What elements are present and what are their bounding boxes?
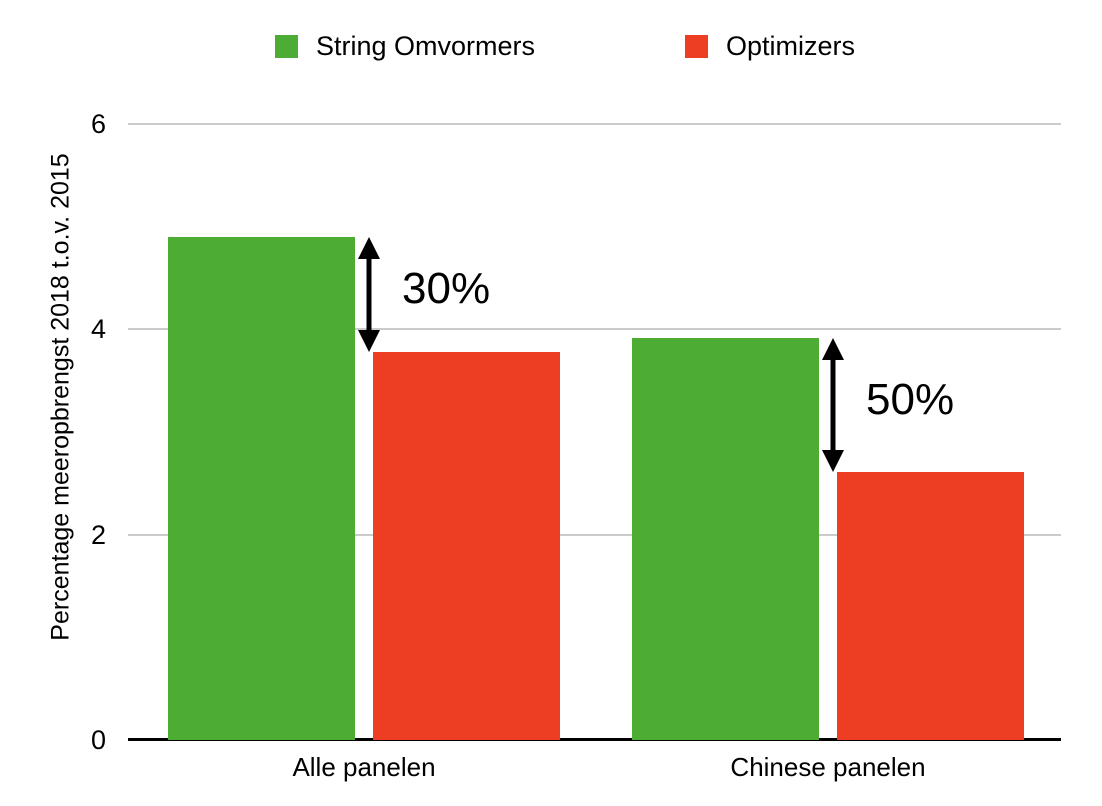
bar-string-omvormers-alle-panelen xyxy=(168,236,355,740)
difference-label-alle-panelen: 30% xyxy=(402,264,491,314)
plot-area: 30% 50% xyxy=(128,123,1061,741)
y-tick-label-0: 0 xyxy=(90,725,106,755)
gridline-y-6 xyxy=(128,123,1061,125)
gridline-y-2 xyxy=(128,533,1061,536)
y-tick-label-6: 6 xyxy=(90,109,106,139)
difference-arrow-chinese-panelen xyxy=(822,337,844,472)
x-axis-line xyxy=(128,738,1061,741)
x-axis-label-alle-panelen: Alle panelen xyxy=(292,752,436,782)
y-tick-label-4: 4 xyxy=(90,314,106,345)
legend-label-optimizers: Optimizers xyxy=(726,31,856,61)
legend-swatch-optimizers xyxy=(685,35,708,58)
bar-optimizers-chinese-panelen xyxy=(837,472,1024,740)
bar-optimizers-alle-panelen xyxy=(373,351,560,740)
difference-arrow-alle-panelen xyxy=(358,236,380,352)
legend-label-string-omvormers: String Omvormers xyxy=(316,31,536,61)
legend-swatch-string-omvormers xyxy=(275,35,298,58)
y-axis-title: Percentage meeropbrengst 2018 t.o.v. 201… xyxy=(46,153,75,641)
gridline-y-4 xyxy=(128,328,1061,331)
legend-item-optimizers: Optimizers xyxy=(685,33,855,60)
x-axis-label-chinese-panelen: Chinese panelen xyxy=(730,752,926,782)
difference-label-chinese-panelen: 50% xyxy=(866,374,955,424)
legend-item-string-omvormers: String Omvormers xyxy=(275,33,535,60)
y-tick-label-2: 2 xyxy=(90,519,106,550)
bar-string-omvormers-chinese-panelen xyxy=(632,337,819,740)
